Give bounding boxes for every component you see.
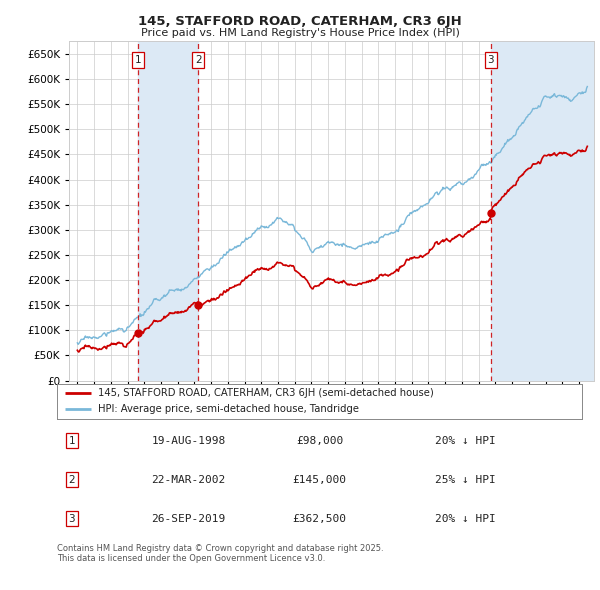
Text: 145, STAFFORD ROAD, CATERHAM, CR3 6JH: 145, STAFFORD ROAD, CATERHAM, CR3 6JH xyxy=(138,15,462,28)
Text: 3: 3 xyxy=(488,55,494,65)
Bar xyxy=(138,41,198,381)
Text: HPI: Average price, semi-detached house, Tandridge: HPI: Average price, semi-detached house,… xyxy=(98,404,359,414)
Text: £145,000: £145,000 xyxy=(293,475,347,484)
Text: 26-SEP-2019: 26-SEP-2019 xyxy=(151,514,226,523)
Text: 20% ↓ HPI: 20% ↓ HPI xyxy=(435,436,496,445)
Text: 3: 3 xyxy=(68,514,75,523)
Text: £362,500: £362,500 xyxy=(293,514,347,523)
Text: 20% ↓ HPI: 20% ↓ HPI xyxy=(435,514,496,523)
Text: 1: 1 xyxy=(68,436,75,445)
Text: 19-AUG-1998: 19-AUG-1998 xyxy=(151,436,226,445)
Bar xyxy=(491,41,594,381)
Text: 25% ↓ HPI: 25% ↓ HPI xyxy=(435,475,496,484)
Text: 145, STAFFORD ROAD, CATERHAM, CR3 6JH (semi-detached house): 145, STAFFORD ROAD, CATERHAM, CR3 6JH (s… xyxy=(98,388,434,398)
Text: £98,000: £98,000 xyxy=(296,436,343,445)
Text: Price paid vs. HM Land Registry's House Price Index (HPI): Price paid vs. HM Land Registry's House … xyxy=(140,28,460,38)
Text: 22-MAR-2002: 22-MAR-2002 xyxy=(151,475,226,484)
Text: 2: 2 xyxy=(68,475,75,484)
Text: Contains HM Land Registry data © Crown copyright and database right 2025.
This d: Contains HM Land Registry data © Crown c… xyxy=(57,544,383,563)
Text: 1: 1 xyxy=(135,55,142,65)
Text: 2: 2 xyxy=(195,55,202,65)
